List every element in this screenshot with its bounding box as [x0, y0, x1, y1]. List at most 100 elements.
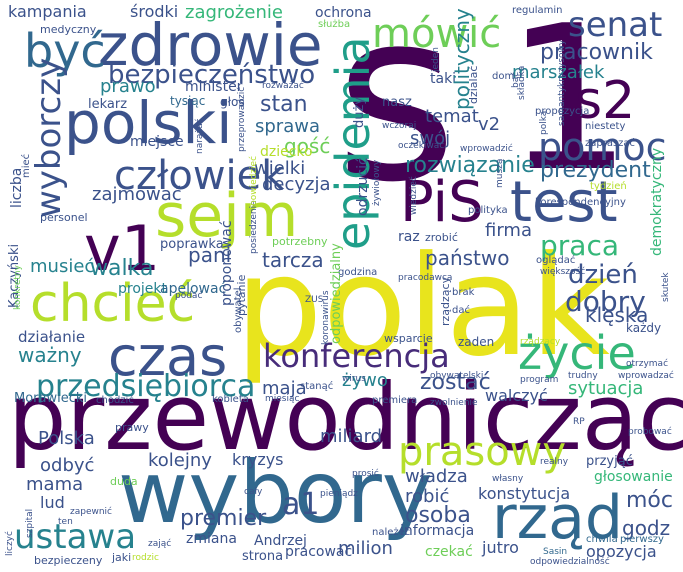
word-posiedzenie: duży — [352, 96, 367, 128]
word-szpital: demokratyczny — [649, 147, 665, 256]
word-epidemia: epidemia — [326, 36, 380, 250]
word-stan: stan — [260, 92, 308, 117]
word-kolejny: kolejny — [148, 450, 212, 471]
word-chwila: chwila — [586, 534, 618, 545]
word-wiedziec: żywiołowy — [372, 159, 382, 206]
word-1: 1 — [505, 0, 633, 216]
word-obywatel: proponować — [219, 220, 235, 306]
word-pracodawca: pracodawca — [398, 273, 453, 283]
word-test: test — [510, 170, 618, 235]
word-bac: samantykryzysowy — [557, 39, 567, 126]
word-ogladac-v: rządzący — [439, 276, 452, 326]
word-tarcza: tarcza — [262, 248, 324, 272]
word-zywiolowy: odpowiedzialny — [329, 243, 344, 344]
word-s: s — [335, 0, 458, 234]
word-dzialanie: działanie — [18, 328, 86, 346]
word-kryzys: kryzys — [232, 450, 284, 469]
word-dobry: dobry — [565, 285, 646, 318]
word-odpowiedzialny: obywatel — [233, 287, 244, 333]
word-rozwazac: rozważać — [262, 81, 304, 91]
word-polak: polak — [235, 226, 610, 387]
word-czlowiek: człowiek — [114, 153, 285, 199]
word-lekarz: lekarz — [88, 97, 128, 112]
word-miesiac: miesiąc — [265, 394, 300, 404]
word-marszalek: marszałek — [512, 62, 605, 83]
word-obywatelski: obywatelski — [430, 371, 484, 381]
word-dom: dom — [492, 71, 515, 82]
word-mama: mama — [26, 474, 84, 495]
word-glosowanie: głosowanie — [594, 469, 673, 485]
word-dzialac: jeden — [431, 47, 441, 72]
word-chodzic: chodzić — [96, 395, 134, 406]
word-s2: s2 — [575, 71, 636, 131]
word-zajac: prosić — [352, 469, 379, 479]
word-ustawa: ustawa — [14, 517, 137, 557]
word-otrzymac: większość — [540, 267, 586, 277]
word-temat: temat — [425, 106, 479, 127]
word-wladza: władza — [405, 466, 468, 487]
word-miec: polityczny — [450, 8, 474, 110]
word-duzy: bać — [511, 71, 521, 88]
word-glos: głos — [220, 95, 245, 109]
word-zagrozenie: zagrożenie — [185, 2, 283, 23]
word-probowac: wprowadzać — [618, 371, 674, 381]
word-zus: ZUS — [305, 295, 324, 305]
word-bezpieczenstwo: bezpieczeństwo — [108, 60, 316, 90]
word-senat: senat — [568, 5, 663, 45]
word-pytanie: konkretny — [13, 265, 23, 310]
word-demokratyczny: muszą — [495, 158, 505, 188]
word-jutro: jutro — [482, 538, 519, 557]
word-prezydent: prezydent — [540, 158, 651, 183]
word-stanac: stanąć — [300, 381, 334, 392]
word-rp: trudny — [568, 371, 598, 381]
word-pracownik: pracownik — [540, 40, 653, 65]
word-caly: pieniądz — [320, 489, 358, 499]
word-nasz: nasz — [382, 95, 412, 110]
word-premier: premier — [180, 506, 267, 531]
word-sasin: Sasin — [543, 547, 568, 557]
word-liczba: narażać — [195, 118, 205, 154]
word-rzad: rząd — [492, 483, 624, 553]
word-zmiana: zmiana — [186, 531, 237, 547]
word-przedsiebiorca: przedsiębiorca — [36, 369, 256, 404]
word-firma: firma — [485, 220, 532, 241]
word-moc: móc — [626, 488, 673, 513]
word-raz: raz — [398, 229, 420, 245]
word-zajmowac: zajmować — [92, 184, 182, 205]
word-prawo: prawo — [100, 76, 156, 97]
word-zapraszac: zapraszać — [585, 138, 636, 149]
word-apelowac: apelować — [160, 281, 227, 297]
word-praca: praca — [540, 229, 619, 262]
word-robic: robić — [405, 486, 450, 507]
word-strona: strona — [242, 549, 284, 564]
word-czas: czas — [108, 325, 228, 388]
word-poprawka: poprawka — [160, 237, 224, 252]
word-milion: milion — [338, 538, 393, 559]
word-odbyc: odbyć — [40, 455, 95, 476]
word-wynagrodzenie: liczyć — [5, 531, 15, 556]
word-wlasny: RP — [573, 417, 585, 427]
word-a1: a1 — [282, 487, 320, 522]
word-panstwo: państwo — [425, 246, 510, 270]
word-wirus: wirus — [342, 374, 366, 384]
word-propozycja: propozycja — [535, 106, 590, 117]
word-przewodniczacy: przewodniczący — [8, 364, 683, 471]
word-regulamin: regulamin — [512, 5, 563, 16]
word-prasowy: prasowy — [398, 429, 567, 475]
word-pomoc: pomoc — [538, 125, 667, 169]
word-pieniadz: realny — [540, 457, 569, 467]
word-dac: dać — [452, 305, 470, 316]
word-zaden: zaden — [458, 335, 495, 349]
word-kobieta: kobieta — [212, 394, 249, 405]
word-opozycja: opozycja — [586, 542, 657, 561]
word-godzina: godzina — [338, 267, 378, 278]
word-swoj: swój — [410, 128, 451, 149]
word-polska: Polska — [38, 428, 95, 449]
word-pis: PiS — [400, 170, 484, 235]
word-polski: polski — [64, 89, 233, 157]
word-sluzba: służba — [318, 19, 351, 30]
word-rzadzacy: oglądać — [536, 255, 576, 266]
word-walka: walka — [90, 256, 154, 281]
word-andrzej: Andrzej — [254, 533, 307, 549]
